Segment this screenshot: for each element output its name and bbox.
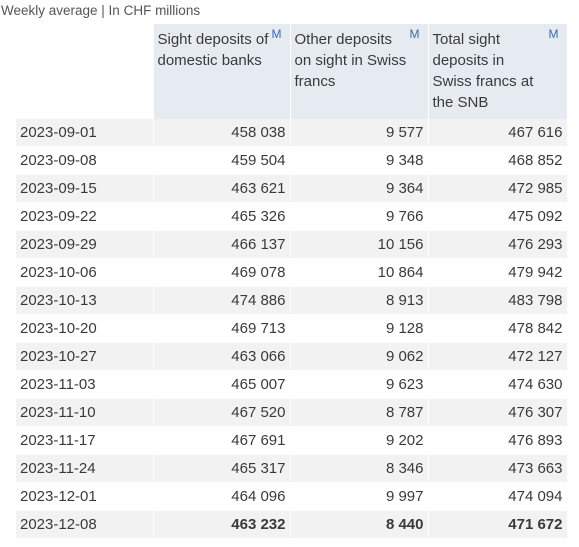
table-row: 2023-10-20 469 713 9 128 478 842 (16, 314, 568, 343)
table-body: 2023-09-01 458 038 9 577 467 616 2023-09-08 4… (16, 119, 568, 539)
cell-value: 476 893 (428, 426, 568, 455)
table-row: 2023-11-10 467 520 8 787 476 307 (16, 398, 568, 427)
cell-value: 9 128 (290, 314, 429, 343)
cell-value: 465 317 (153, 454, 291, 483)
cell-value: 474 630 (428, 370, 568, 399)
row-date: 2023-11-10 (16, 398, 154, 427)
cell-value: 479 942 (428, 258, 568, 287)
row-date: 2023-10-06 (16, 258, 154, 287)
cell-value: 472 127 (428, 342, 568, 371)
cell-value: 468 852 (428, 146, 568, 175)
cell-value: 10 156 (290, 230, 429, 259)
cell-value: 472 985 (428, 174, 568, 203)
cell-value: 467 616 (428, 119, 568, 147)
row-date: 2023-10-20 (16, 314, 154, 343)
table-row: 2023-12-01 464 096 9 997 474 094 (16, 482, 568, 511)
header-row: Sight deposits of domestic banks M Other… (16, 24, 568, 119)
cell-value: 10 864 (290, 258, 429, 287)
row-date: 2023-10-13 (16, 286, 154, 315)
sight-deposits-table: Sight deposits of domestic banks M Other… (16, 24, 568, 539)
row-date: 2023-11-17 (16, 426, 154, 455)
cell-value: 9 348 (290, 146, 429, 175)
table-row: 2023-11-24 465 317 8 346 473 663 (16, 454, 568, 483)
cell-value: 476 293 (428, 230, 568, 259)
cell-value: 469 713 (153, 314, 291, 343)
cell-value: 8 346 (290, 454, 429, 483)
cell-value: 9 577 (290, 119, 429, 147)
header-label: Total sight deposits in Swiss francs at … (432, 31, 534, 111)
cell-value: 459 504 (153, 146, 291, 175)
cell-value: 9 364 (290, 174, 429, 203)
table-row: 2023-09-29 466 137 10 156 476 293 (16, 230, 568, 259)
cell-value: 9 766 (290, 202, 429, 231)
cell-value: 9 997 (290, 482, 429, 511)
header-label: Other deposits on sight in Swiss francs (294, 31, 407, 90)
cell-value: 463 066 (153, 342, 291, 371)
cell-value: 475 092 (428, 202, 568, 231)
row-date: 2023-11-03 (16, 370, 154, 399)
cell-value: 478 842 (428, 314, 568, 343)
table-row: 2023-10-13 474 886 8 913 483 798 (16, 286, 568, 315)
table-row: 2023-09-15 463 621 9 364 472 985 (16, 174, 568, 203)
table-row: 2023-11-17 467 691 9 202 476 893 (16, 426, 568, 455)
cell-value: 8 440 (290, 510, 429, 539)
metadata-marker[interactable]: M (409, 27, 420, 41)
row-date: 2023-12-08 (16, 510, 154, 539)
header-domestic-banks: Sight deposits of domestic banks M (153, 24, 291, 119)
header-corner (16, 24, 154, 119)
table-row: 2023-12-08 463 232 8 440 471 672 (16, 510, 568, 539)
table-row: 2023-09-01 458 038 9 577 467 616 (16, 119, 568, 147)
cell-value: 476 307 (428, 398, 568, 427)
row-date: 2023-09-08 (16, 146, 154, 175)
table-row: 2023-09-08 459 504 9 348 468 852 (16, 146, 568, 175)
cell-value: 474 094 (428, 482, 568, 511)
row-date: 2023-09-15 (16, 174, 154, 203)
cell-value: 467 520 (153, 398, 291, 427)
cell-value: 467 691 (153, 426, 291, 455)
table-row: 2023-11-03 465 007 9 623 474 630 (16, 370, 568, 399)
cell-value: 8 913 (290, 286, 429, 315)
cell-value: 471 672 (428, 510, 568, 539)
table-caption: Weekly average | In CHF millions (1, 3, 201, 18)
metadata-marker[interactable]: M (548, 27, 559, 41)
cell-value: 463 621 (153, 174, 291, 203)
header-label: Sight deposits of domestic banks (157, 31, 269, 69)
cell-value: 458 038 (153, 119, 291, 147)
cell-value: 474 886 (153, 286, 291, 315)
table-row: 2023-09-22 465 326 9 766 475 092 (16, 202, 568, 231)
cell-value: 465 326 (153, 202, 291, 231)
cell-value: 9 062 (290, 342, 429, 371)
cell-value: 469 078 (153, 258, 291, 287)
cell-value: 483 798 (428, 286, 568, 315)
cell-value: 8 787 (290, 398, 429, 427)
table-row: 2023-10-06 469 078 10 864 479 942 (16, 258, 568, 287)
row-date: 2023-10-27 (16, 342, 154, 371)
header-other-deposits: Other deposits on sight in Swiss francs … (290, 24, 429, 119)
cell-value: 463 232 (153, 510, 291, 539)
row-date: 2023-11-24 (16, 454, 154, 483)
header-total-sight-deposits: Total sight deposits in Swiss francs at … (428, 24, 568, 119)
cell-value: 473 663 (428, 454, 568, 483)
row-date: 2023-09-22 (16, 202, 154, 231)
row-date: 2023-09-01 (16, 119, 154, 147)
row-date: 2023-09-29 (16, 230, 154, 259)
row-date: 2023-12-01 (16, 482, 154, 511)
cell-value: 465 007 (153, 370, 291, 399)
cell-value: 466 137 (153, 230, 291, 259)
cell-value: 9 202 (290, 426, 429, 455)
cell-value: 9 623 (290, 370, 429, 399)
table-row: 2023-10-27 463 066 9 062 472 127 (16, 342, 568, 371)
cell-value: 464 096 (153, 482, 291, 511)
metadata-marker[interactable]: M (271, 27, 282, 41)
